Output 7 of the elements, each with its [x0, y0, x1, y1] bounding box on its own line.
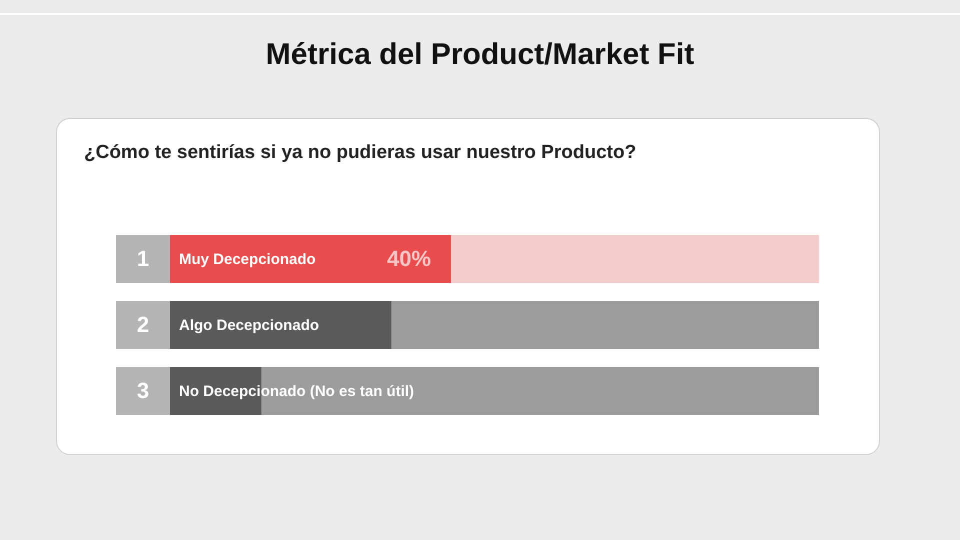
- chart-title: Métrica del Product/Market Fit: [264, 38, 696, 72]
- chart-subtitle: ¿Cómo te sentirías si ya no pudieras usar nuestro Producto?: [84, 142, 636, 164]
- y-tick-label: No Decepcionado (No es tan útil): [179, 383, 414, 400]
- y-tick-label: Algo Decepcionado: [179, 317, 320, 334]
- y-tick-label: Muy Decepcionado: [179, 250, 316, 268]
- data-label: 40%: [386, 246, 431, 271]
- text: 2: [116, 301, 170, 349]
